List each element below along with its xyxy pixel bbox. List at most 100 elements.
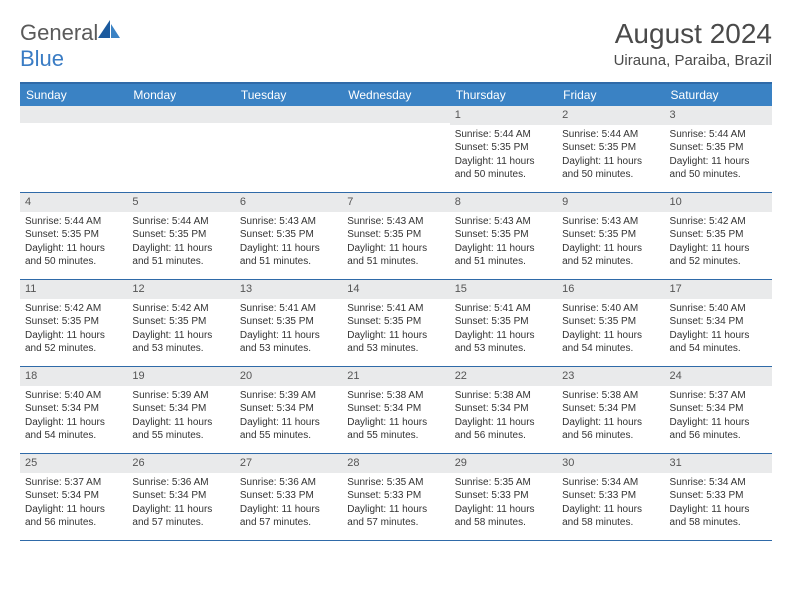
day-number: 15 [450, 280, 557, 299]
day-sr: Sunrise: 5:40 AM [670, 302, 767, 316]
day-dl1: Daylight: 11 hours [347, 503, 444, 517]
day-number: 27 [235, 454, 342, 473]
day-info: Sunrise: 5:44 AMSunset: 5:35 PMDaylight:… [450, 125, 557, 187]
day-cell: 11Sunrise: 5:42 AMSunset: 5:35 PMDayligh… [20, 280, 127, 366]
day-sr: Sunrise: 5:44 AM [25, 215, 122, 229]
day-info: Sunrise: 5:37 AMSunset: 5:34 PMDaylight:… [20, 473, 127, 535]
day-dl2: and 55 minutes. [132, 429, 229, 443]
day-ss: Sunset: 5:34 PM [132, 489, 229, 503]
day-dl2: and 56 minutes. [455, 429, 552, 443]
logo-part1: General [20, 20, 98, 45]
day-number [342, 106, 449, 123]
day-number: 29 [450, 454, 557, 473]
day-info: Sunrise: 5:43 AMSunset: 5:35 PMDaylight:… [342, 212, 449, 274]
day-cell: 14Sunrise: 5:41 AMSunset: 5:35 PMDayligh… [342, 280, 449, 366]
day-info: Sunrise: 5:41 AMSunset: 5:35 PMDaylight:… [235, 299, 342, 361]
day-sr: Sunrise: 5:44 AM [455, 128, 552, 142]
day-dl1: Daylight: 11 hours [455, 242, 552, 256]
day-number: 11 [20, 280, 127, 299]
day-number: 7 [342, 193, 449, 212]
day-info: Sunrise: 5:36 AMSunset: 5:33 PMDaylight:… [235, 473, 342, 535]
day-cell: 9Sunrise: 5:43 AMSunset: 5:35 PMDaylight… [557, 193, 664, 279]
day-dl2: and 53 minutes. [347, 342, 444, 356]
dow-monday: Monday [127, 84, 234, 106]
day-number: 10 [665, 193, 772, 212]
day-dl1: Daylight: 11 hours [132, 242, 229, 256]
day-dl1: Daylight: 11 hours [240, 329, 337, 343]
day-info [235, 123, 342, 131]
day-ss: Sunset: 5:35 PM [562, 141, 659, 155]
day-dl1: Daylight: 11 hours [25, 242, 122, 256]
day-cell: 13Sunrise: 5:41 AMSunset: 5:35 PMDayligh… [235, 280, 342, 366]
day-sr: Sunrise: 5:41 AM [240, 302, 337, 316]
day-dl1: Daylight: 11 hours [670, 503, 767, 517]
day-number: 4 [20, 193, 127, 212]
day-info: Sunrise: 5:43 AMSunset: 5:35 PMDaylight:… [450, 212, 557, 274]
day-number: 16 [557, 280, 664, 299]
day-dl2: and 50 minutes. [562, 168, 659, 182]
day-dl1: Daylight: 11 hours [347, 416, 444, 430]
day-cell: 24Sunrise: 5:37 AMSunset: 5:34 PMDayligh… [665, 367, 772, 453]
day-dl2: and 52 minutes. [25, 342, 122, 356]
day-info: Sunrise: 5:36 AMSunset: 5:34 PMDaylight:… [127, 473, 234, 535]
day-number: 30 [557, 454, 664, 473]
day-dl2: and 55 minutes. [347, 429, 444, 443]
day-number: 24 [665, 367, 772, 386]
dow-wednesday: Wednesday [342, 84, 449, 106]
day-sr: Sunrise: 5:41 AM [455, 302, 552, 316]
calendar: Sunday Monday Tuesday Wednesday Thursday… [20, 82, 772, 541]
day-info: Sunrise: 5:38 AMSunset: 5:34 PMDaylight:… [450, 386, 557, 448]
day-dl2: and 57 minutes. [132, 516, 229, 530]
day-cell [20, 106, 127, 192]
day-sr: Sunrise: 5:36 AM [240, 476, 337, 490]
day-ss: Sunset: 5:35 PM [455, 141, 552, 155]
day-number: 2 [557, 106, 664, 125]
day-dl2: and 54 minutes. [562, 342, 659, 356]
day-dl1: Daylight: 11 hours [562, 329, 659, 343]
day-info: Sunrise: 5:40 AMSunset: 5:34 PMDaylight:… [20, 386, 127, 448]
day-info: Sunrise: 5:44 AMSunset: 5:35 PMDaylight:… [665, 125, 772, 187]
weeks-container: 1Sunrise: 5:44 AMSunset: 5:35 PMDaylight… [20, 106, 772, 541]
day-number: 20 [235, 367, 342, 386]
day-cell: 19Sunrise: 5:39 AMSunset: 5:34 PMDayligh… [127, 367, 234, 453]
day-dl1: Daylight: 11 hours [670, 329, 767, 343]
day-dl2: and 57 minutes. [240, 516, 337, 530]
day-dl2: and 54 minutes. [25, 429, 122, 443]
dow-sunday: Sunday [20, 84, 127, 106]
day-sr: Sunrise: 5:39 AM [132, 389, 229, 403]
day-cell: 23Sunrise: 5:38 AMSunset: 5:34 PMDayligh… [557, 367, 664, 453]
day-sr: Sunrise: 5:44 AM [562, 128, 659, 142]
day-cell: 8Sunrise: 5:43 AMSunset: 5:35 PMDaylight… [450, 193, 557, 279]
day-number [235, 106, 342, 123]
day-info: Sunrise: 5:42 AMSunset: 5:35 PMDaylight:… [20, 299, 127, 361]
day-number: 12 [127, 280, 234, 299]
day-number [20, 106, 127, 123]
day-dl1: Daylight: 11 hours [562, 242, 659, 256]
day-info: Sunrise: 5:43 AMSunset: 5:35 PMDaylight:… [235, 212, 342, 274]
day-dl2: and 50 minutes. [455, 168, 552, 182]
day-ss: Sunset: 5:33 PM [562, 489, 659, 503]
day-ss: Sunset: 5:35 PM [132, 228, 229, 242]
day-info [342, 123, 449, 131]
week-row: 1Sunrise: 5:44 AMSunset: 5:35 PMDaylight… [20, 106, 772, 193]
day-sr: Sunrise: 5:35 AM [455, 476, 552, 490]
day-cell: 30Sunrise: 5:34 AMSunset: 5:33 PMDayligh… [557, 454, 664, 540]
day-info: Sunrise: 5:43 AMSunset: 5:35 PMDaylight:… [557, 212, 664, 274]
sail-icon [96, 18, 122, 40]
day-ss: Sunset: 5:35 PM [347, 315, 444, 329]
day-dl2: and 50 minutes. [25, 255, 122, 269]
day-info: Sunrise: 5:35 AMSunset: 5:33 PMDaylight:… [342, 473, 449, 535]
day-dl2: and 53 minutes. [240, 342, 337, 356]
day-info: Sunrise: 5:44 AMSunset: 5:35 PMDaylight:… [127, 212, 234, 274]
day-info [20, 123, 127, 131]
day-dl1: Daylight: 11 hours [25, 503, 122, 517]
day-dl2: and 51 minutes. [455, 255, 552, 269]
day-sr: Sunrise: 5:42 AM [670, 215, 767, 229]
day-cell: 1Sunrise: 5:44 AMSunset: 5:35 PMDaylight… [450, 106, 557, 192]
day-dl1: Daylight: 11 hours [240, 242, 337, 256]
day-dl1: Daylight: 11 hours [25, 416, 122, 430]
day-dl1: Daylight: 11 hours [455, 155, 552, 169]
week-row: 11Sunrise: 5:42 AMSunset: 5:35 PMDayligh… [20, 280, 772, 367]
day-cell [127, 106, 234, 192]
logo-part2: Blue [20, 46, 64, 71]
